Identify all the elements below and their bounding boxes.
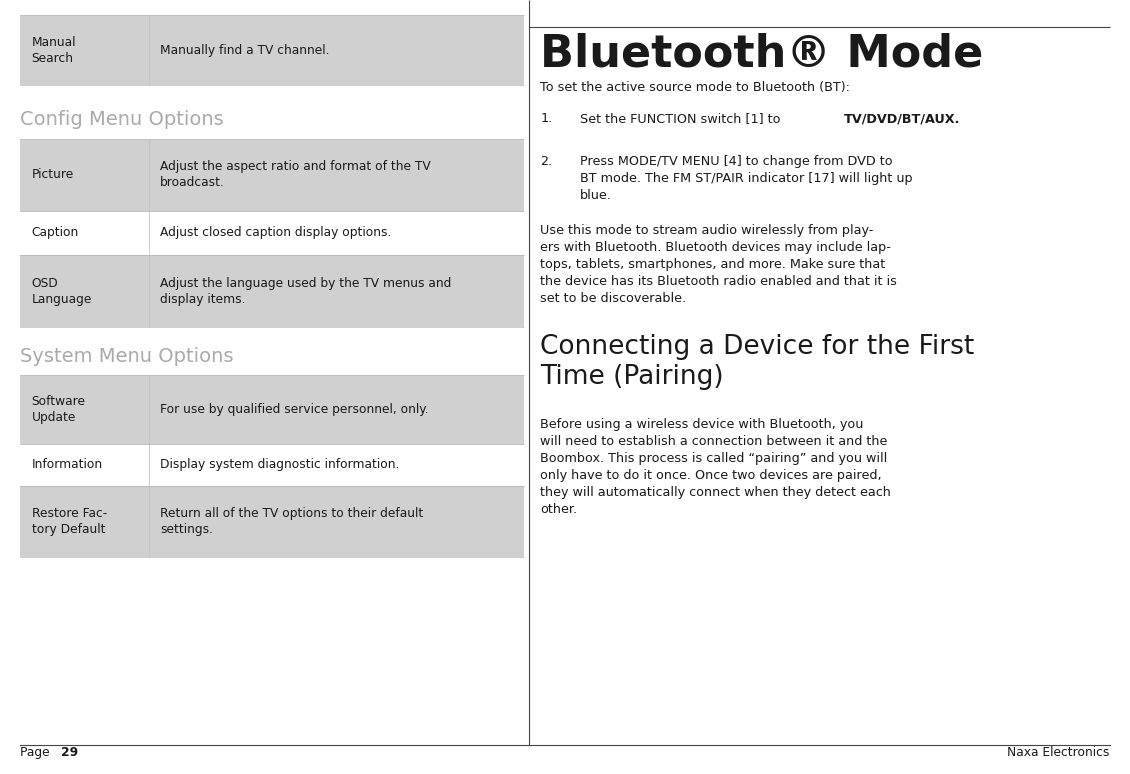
Text: Bluetooth® Mode: Bluetooth® Mode [540,33,983,76]
Text: Manual
Search: Manual Search [32,36,76,65]
Text: Picture: Picture [32,169,73,181]
Text: Adjust the aspect ratio and format of the TV
broadcast.: Adjust the aspect ratio and format of th… [160,160,431,190]
Bar [20,444,524,486]
Text: Page: Page [20,745,54,759]
Text: Caption: Caption [32,227,79,239]
Text: Press MODE/TV MENU [4] to change from DVD to
BT mode. The FM ST/PAIR indicator [: Press MODE/TV MENU [4] to change from DV… [580,155,912,202]
Text: Manually find a TV channel.: Manually find a TV channel. [160,44,330,57]
Text: Information: Information [32,458,103,471]
Text: Display system diagnostic information.: Display system diagnostic information. [160,458,400,471]
Text: 2.: 2. [540,155,553,168]
Text: Software
Update: Software Update [32,395,86,424]
Text: 29: 29 [61,745,78,759]
Text: Use this mode to stream audio wirelessly from play-
ers with Bluetooth. Bluetoot: Use this mode to stream audio wirelessly… [540,224,897,306]
Bar [20,375,524,444]
Bar [20,211,524,255]
Text: Connecting a Device for the First
Time (Pairing): Connecting a Device for the First Time (… [540,334,974,390]
Text: Config Menu Options: Config Menu Options [20,110,224,129]
Text: OSD
Language: OSD Language [32,276,92,306]
Text: Restore Fac-
tory Default: Restore Fac- tory Default [32,507,107,536]
Text: Adjust closed caption display options.: Adjust closed caption display options. [160,227,391,239]
Bar [20,255,524,327]
Text: TV/DVD/BT/AUX.: TV/DVD/BT/AUX. [844,112,960,125]
Text: Return all of the TV options to their default
settings.: Return all of the TV options to their de… [160,507,424,536]
Text: Set the FUNCTION switch [1] to: Set the FUNCTION switch [1] to [580,112,784,125]
Text: Before using a wireless device with Bluetooth, you
will need to establish a conn: Before using a wireless device with Blue… [540,418,892,516]
Text: Adjust the language used by the TV menus and
display items.: Adjust the language used by the TV menus… [160,276,452,306]
Text: System Menu Options: System Menu Options [20,347,234,366]
Text: To set the active source mode to Bluetooth (BT):: To set the active source mode to Bluetoo… [540,81,850,94]
Bar [20,486,524,557]
Text: 1.: 1. [540,112,553,125]
Bar [20,139,524,211]
Text: For use by qualified service personnel, only.: For use by qualified service personnel, … [160,403,428,416]
Bar [20,15,524,85]
Text: Naxa Electronics: Naxa Electronics [1007,745,1110,759]
